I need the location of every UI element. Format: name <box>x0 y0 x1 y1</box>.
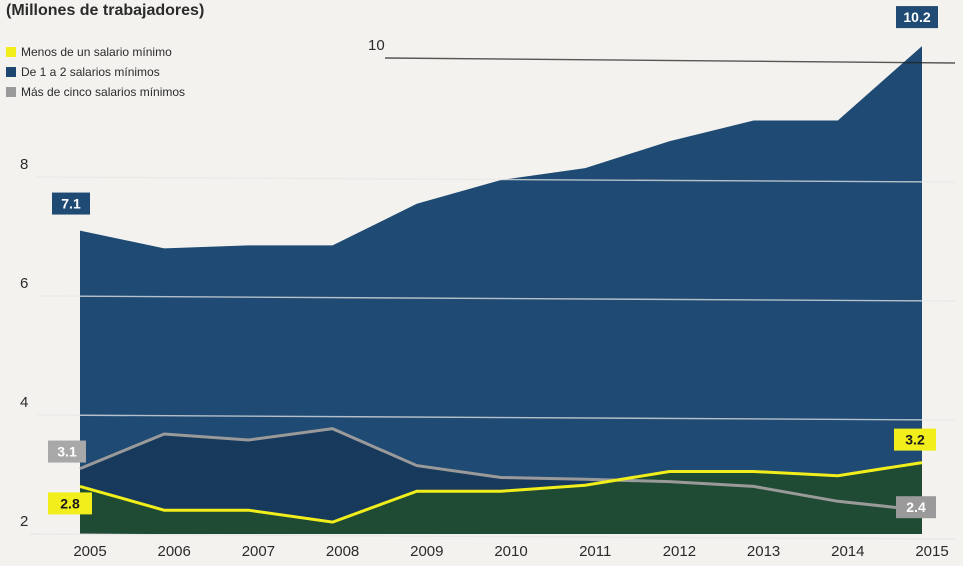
legend-swatch-gray <box>6 87 16 97</box>
value-label: 2.4 <box>906 499 926 515</box>
legend-swatch-yellow <box>6 47 16 57</box>
value-label-box <box>896 6 938 29</box>
gridline-10 <box>384 57 956 64</box>
value-label-box <box>896 496 936 519</box>
value-label: 2.8 <box>60 495 80 511</box>
value-label: 7.1 <box>61 196 81 212</box>
y-tick-label: 2 <box>20 513 28 530</box>
x-tick-label: 2007 <box>242 543 275 560</box>
x-tick-label: 2013 <box>747 543 780 560</box>
line-mas-de-cinco-salarios <box>79 427 923 512</box>
chart-subtitle: (Millones de trabajadores) <box>6 2 205 19</box>
x-tick-label: 2010 <box>494 543 527 560</box>
legend-label: De 1 a 2 salarios mínimos <box>21 65 160 79</box>
y-tick-label: 6 <box>20 275 28 292</box>
gridline-2 <box>29 533 956 540</box>
x-tick-label: 2008 <box>326 543 359 560</box>
x-tick-label: 2006 <box>158 543 191 560</box>
value-label: 3.1 <box>57 444 77 460</box>
x-tick-label: 2011 <box>579 543 611 560</box>
legend: Menos de un salario mínimo De 1 a 2 sala… <box>6 42 185 102</box>
x-tick-label: 2005 <box>73 543 106 560</box>
gridline-4 <box>37 414 956 421</box>
legend-item-1-a-2-salarios: De 1 a 2 salarios mínimos <box>6 62 185 82</box>
value-label-box <box>48 492 92 515</box>
value-label: 3.2 <box>905 432 925 448</box>
x-tick-label: 2015 <box>915 543 948 560</box>
area-de-1-a-2-salarios <box>80 46 922 534</box>
value-label-box <box>52 192 90 215</box>
legend-item-mas-de-cinco-salarios: Más de cinco salarios mínimos <box>6 82 185 102</box>
x-tick-label: 2014 <box>831 543 864 560</box>
x-tick-label: 2009 <box>410 543 443 560</box>
y-tick-label: 8 <box>20 156 28 173</box>
y-tick-label: 10 <box>368 37 385 54</box>
gridline-8 <box>35 176 956 183</box>
line-menos-de-un-salario <box>79 461 923 524</box>
x-tick-label: 2012 <box>663 543 696 560</box>
gridline-6 <box>39 295 956 302</box>
y-tick-label: 4 <box>20 394 28 411</box>
legend-label: Menos de un salario mínimo <box>21 45 172 59</box>
legend-label: Más de cinco salarios mínimos <box>21 85 186 99</box>
value-label-box <box>48 440 86 463</box>
legend-swatch-blue <box>6 67 16 77</box>
value-label-box <box>894 428 936 451</box>
value-label: 10.2 <box>903 9 930 25</box>
legend-item-menos-de-un-salario: Menos de un salario mínimo <box>6 42 185 62</box>
